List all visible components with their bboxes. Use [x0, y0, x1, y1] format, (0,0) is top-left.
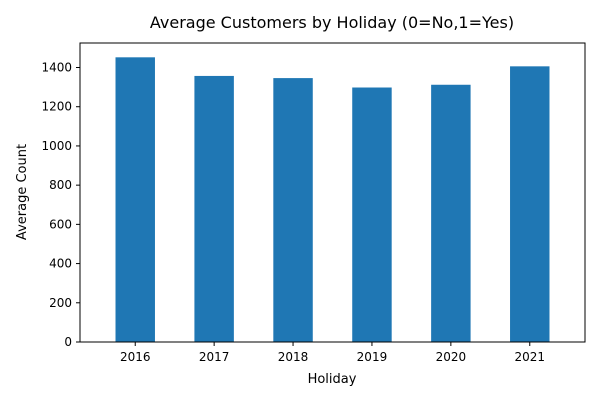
x-axis-label: Holiday — [308, 372, 357, 387]
bar-2018 — [273, 78, 313, 343]
bar-2016 — [115, 57, 155, 343]
plot-frame — [79, 42, 586, 343]
x-tick-label: 2016 — [120, 350, 151, 364]
y-tick-label: 0 — [64, 335, 72, 349]
y-tick-label: 1400 — [41, 61, 72, 75]
bar-group — [115, 57, 550, 343]
chart-title: Average Customers by Holiday (0=No,1=Yes… — [150, 13, 514, 32]
bar-2020 — [431, 84, 471, 343]
y-tick-label: 200 — [49, 296, 72, 310]
y-tick-label: 800 — [49, 178, 72, 192]
bar-2019 — [352, 87, 392, 342]
y-tick-label: 600 — [49, 217, 72, 231]
x-tick-label: 2018 — [278, 350, 309, 364]
y-tick-label: 1200 — [41, 100, 72, 114]
y-axis-ticks: 0 200 400 600 800 1000 1200 1400 — [41, 61, 80, 349]
bar-2021 — [510, 66, 550, 343]
x-tick-label: 2020 — [436, 350, 467, 364]
y-tick-label: 400 — [49, 257, 72, 271]
bar-2017 — [194, 75, 234, 342]
x-tick-label: 2021 — [514, 350, 545, 364]
y-axis-label: Average Count — [15, 144, 30, 240]
x-tick-label: 2017 — [199, 350, 230, 364]
x-axis-ticks: 2016 2017 2018 2019 2020 2021 — [120, 342, 545, 364]
y-tick-label: 1000 — [41, 139, 72, 153]
x-tick-label: 2019 — [357, 350, 388, 364]
